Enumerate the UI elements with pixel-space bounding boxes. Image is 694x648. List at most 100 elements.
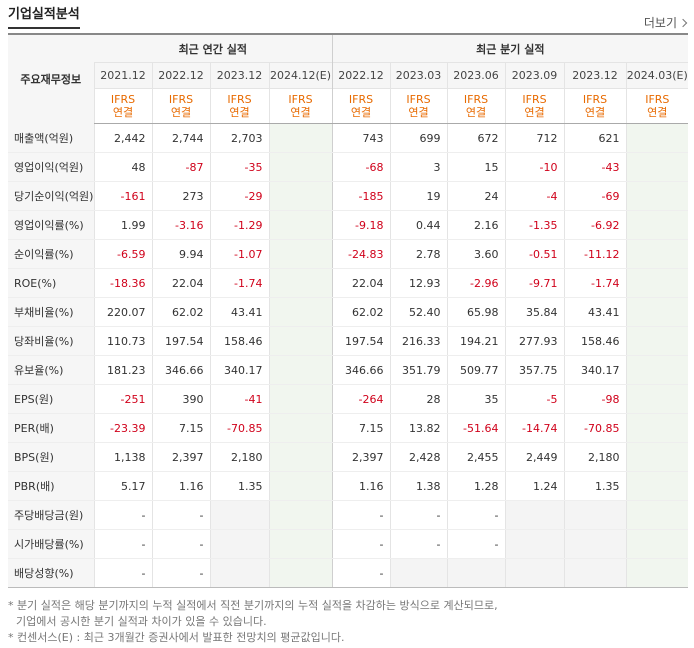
table-cell: 1,138 xyxy=(93,442,152,472)
table-row: 영업이익률(%) 1.99 -3.16 -1.29 -9.18 0.44 2.16 -1.35… xyxy=(8,210,689,240)
table-cell: -43 xyxy=(563,152,627,182)
row-label: 부채비율(%) xyxy=(8,297,94,327)
period-header: 2022.12 xyxy=(151,62,210,89)
table-cell xyxy=(504,500,565,530)
table-cell: 5.17 xyxy=(93,471,152,501)
table-cell: - xyxy=(93,500,152,530)
table-cell: 158.46 xyxy=(563,326,627,356)
ifrs-label-top: IFRS xyxy=(645,93,670,106)
table-cell: 197.54 xyxy=(331,326,391,356)
table-cell: -1.74 xyxy=(209,268,269,298)
table-cell: -14.74 xyxy=(504,413,565,443)
table-cell: 3 xyxy=(389,152,448,182)
ifrs-label-top: IFRS xyxy=(227,93,252,106)
table-cell: -35 xyxy=(209,152,269,182)
table-cell: 1.35 xyxy=(209,471,269,501)
table-cell: 357.75 xyxy=(504,355,565,385)
table-cell: -185 xyxy=(331,181,391,211)
table-cell: -18.36 xyxy=(93,268,152,298)
table-cell: - xyxy=(151,529,210,559)
table-cell: - xyxy=(151,500,210,530)
table-cell: -1.29 xyxy=(209,210,269,240)
table-cell: 7.15 xyxy=(331,413,391,443)
table-cell: 3.60 xyxy=(446,239,506,269)
row-label: PER(배) xyxy=(8,413,94,443)
table-cell: 2,180 xyxy=(563,442,627,472)
table-cell: - xyxy=(93,529,152,559)
ifrs-label-bottom: 연결 xyxy=(647,106,668,119)
table-cell xyxy=(268,239,333,269)
table-cell xyxy=(268,268,333,298)
table-cell xyxy=(625,413,689,443)
table-cell xyxy=(625,355,689,385)
table-cell: -251 xyxy=(93,384,152,414)
footnote-3: * 컨센서스(E) : 최근 3개월간 증권사에서 발표한 전망치의 평균값입니… xyxy=(8,631,345,644)
table-row: 당기순이익(억원) -161 273 -29 -185 19 24 -4 -69 xyxy=(8,181,689,211)
ifrs-label-top: IFRS xyxy=(348,93,374,106)
table-cell xyxy=(446,558,506,588)
table-row: 주당배당금(원) - - - - - xyxy=(8,500,689,530)
table-row: 영업이익(억원) 48 -87 -35 -68 3 15 -10 -43 xyxy=(8,152,689,182)
table-row: 부채비율(%) 220.07 62.02 43.41 62.02 52.40 65.98 35… xyxy=(8,297,689,327)
table-cell: 712 xyxy=(504,123,565,153)
ifrs-label: IFRS 연결 xyxy=(563,88,627,124)
ifrs-label-bottom: 연결 xyxy=(229,106,250,119)
section-title: 기업실적분석 xyxy=(8,6,80,29)
ifrs-label: IFRS 연결 xyxy=(446,88,506,124)
ifrs-label: IFRS 연결 xyxy=(389,88,448,124)
ifrs-label-bottom: 연결 xyxy=(170,106,192,119)
ifrs-label-bottom: 연결 xyxy=(584,106,606,119)
table-cell xyxy=(209,529,269,559)
table-cell: -1.74 xyxy=(563,268,627,298)
table-cell: 340.17 xyxy=(563,355,627,385)
table-cell xyxy=(504,529,565,559)
ifrs-label-top: IFRS xyxy=(406,93,431,106)
footnotes: * 분기 실적은 해당 분기까지의 누적 실적에서 직전 분기까지의 누적 실적… xyxy=(8,598,688,646)
ifrs-label-top: IFRS xyxy=(288,93,313,106)
table-cell: -70.85 xyxy=(563,413,627,443)
period-header: 2023.12 xyxy=(563,62,627,89)
table-cell xyxy=(625,442,689,472)
table-cell xyxy=(625,529,689,559)
row-label: 시가배당률(%) xyxy=(8,529,94,559)
footnote-1: * 분기 실적은 해당 분기까지의 누적 실적에서 직전 분기까지의 누적 실적… xyxy=(8,599,498,612)
table-cell: -4 xyxy=(504,181,565,211)
ifrs-label-top: IFRS xyxy=(110,93,136,106)
table-cell: 743 xyxy=(331,123,391,153)
table-row: PER(배) -23.39 7.15 -70.85 7.15 13.82 -51.64 -14… xyxy=(8,413,689,443)
table-cell: -6.92 xyxy=(563,210,627,240)
table-cell: -6.59 xyxy=(93,239,152,269)
table-cell: - xyxy=(331,529,391,559)
table-cell: -1.35 xyxy=(504,210,565,240)
table-cell: - xyxy=(331,500,391,530)
table-cell: 24 xyxy=(446,181,506,211)
table-cell: -1.07 xyxy=(209,239,269,269)
table-cell: 351.79 xyxy=(389,355,448,385)
table-row: EPS(원) -251 390 -41 -264 28 35 -5 -98 xyxy=(8,384,689,414)
financial-summary-table: 주요재무정보 최근 연간 실적 최근 분기 실적 2021.12 2022.12 2… xyxy=(8,33,689,588)
table-cell: 65.98 xyxy=(446,297,506,327)
table-row: 유보율(%) 181.23 346.66 340.17 346.66 351.79 509.… xyxy=(8,355,689,385)
table-cell xyxy=(268,152,333,182)
table-cell: -9.71 xyxy=(504,268,565,298)
table-cell: -3.16 xyxy=(151,210,210,240)
table-cell xyxy=(268,529,333,559)
ifrs-label: IFRS 연결 xyxy=(209,88,269,124)
ifrs-label: IFRS 연결 xyxy=(504,88,565,124)
table-cell xyxy=(209,558,269,588)
table-cell: 2,442 xyxy=(93,123,152,153)
corner-label: 주요재무정보 xyxy=(8,33,94,124)
ifrs-label-bottom: 연결 xyxy=(350,106,372,119)
table-cell: 2,703 xyxy=(209,123,269,153)
ifrs-label: IFRS 연결 xyxy=(151,88,210,124)
table-cell: 1.28 xyxy=(446,471,506,501)
table-cell: -70.85 xyxy=(209,413,269,443)
table-cell: 1.16 xyxy=(331,471,391,501)
table-cell xyxy=(209,500,269,530)
table-cell: 48 xyxy=(93,152,152,182)
table-cell: 2,428 xyxy=(389,442,448,472)
footnote-2: 기업에서 공시한 분기 실적과 차이가 있을 수 있습니다. xyxy=(16,615,267,628)
more-link[interactable]: 더보기 xyxy=(644,14,688,31)
table-cell: 2,455 xyxy=(446,442,506,472)
table-cell: -9.18 xyxy=(331,210,391,240)
